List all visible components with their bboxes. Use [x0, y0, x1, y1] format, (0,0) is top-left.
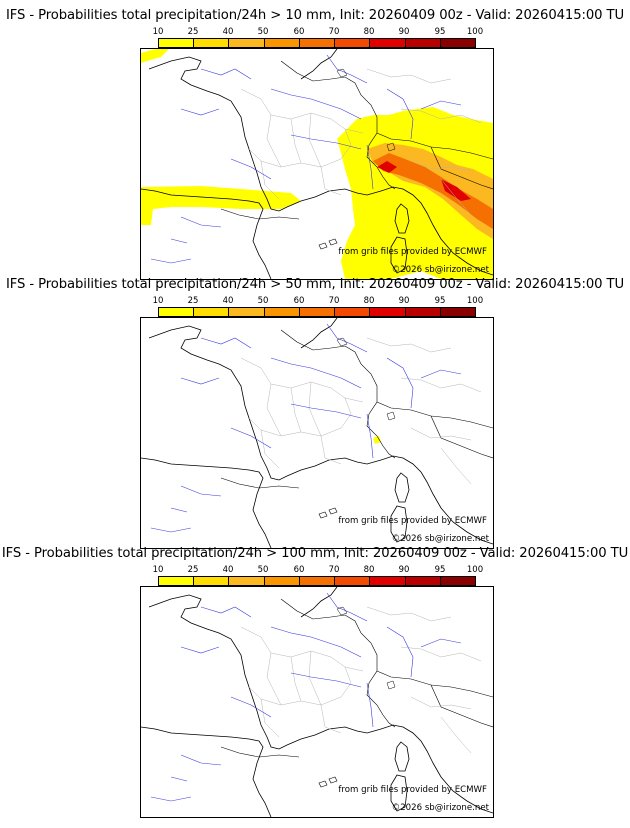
colorbar-label: 95 [434, 565, 446, 575]
colorbar-segment [335, 577, 371, 585]
colorbar-segment [264, 308, 300, 316]
colorbar-label: 60 [293, 565, 305, 575]
colorbar-segment [229, 308, 265, 316]
map-canvas [141, 49, 493, 279]
copyright-notice: ©2026 sb@irizone.net [391, 803, 489, 813]
colorbar-label: 95 [434, 27, 446, 37]
colorbar-segment [440, 577, 475, 585]
colorbar-labels: 10 25 40 50 60 70 80 90 95 100 [153, 27, 484, 37]
colorbar-label: 40 [222, 27, 234, 37]
colorbar-label: 40 [222, 565, 234, 575]
colorbar-label: 80 [363, 27, 375, 37]
colorbar-segment [229, 39, 265, 47]
forecast-panel-100mm: IFS - Probabilities total precipitation/… [0, 546, 630, 818]
colorbar-segment [194, 39, 230, 47]
colorbar-segment [335, 39, 371, 47]
colorbar-segment [440, 308, 475, 316]
colorbar [158, 38, 476, 48]
colorbar-label: 50 [257, 27, 269, 37]
colorbar-label: 80 [363, 296, 375, 306]
colorbar-label: 40 [222, 296, 234, 306]
colorbar [158, 576, 476, 586]
map-canvas [141, 587, 493, 817]
colorbar-label: 10 [152, 27, 164, 37]
colorbar-segment [194, 577, 230, 585]
colorbar-segment [194, 308, 230, 316]
colorbar-segment [370, 39, 406, 47]
colorbar-segment [370, 577, 406, 585]
precip-probability-shading [141, 49, 493, 279]
colorbar-label: 95 [434, 296, 446, 306]
colorbar-segment [264, 577, 300, 585]
colorbar [158, 307, 476, 317]
copyright-notice: ©2026 sb@irizone.net [391, 534, 489, 544]
probability-map: from grib files provided by ECMWF ©2026 … [140, 586, 494, 818]
colorbar-segment [299, 577, 336, 585]
colorbar-label: 100 [466, 565, 484, 575]
colorbar-segment [299, 39, 336, 47]
colorbar-label: 100 [466, 296, 484, 306]
colorbar-label: 60 [293, 27, 305, 37]
colorbar-label: 70 [328, 565, 340, 575]
panel-title: IFS - Probabilities total precipitation/… [5, 8, 625, 23]
colorbar-segment [370, 308, 406, 316]
colorbar-labels: 10 25 40 50 60 70 80 90 95 100 [153, 296, 484, 306]
map-canvas [141, 318, 493, 548]
data-credit: from grib files provided by ECMWF [338, 785, 487, 795]
forecast-panel-50mm: IFS - Probabilities total precipitation/… [0, 277, 630, 549]
colorbar-label: 50 [257, 565, 269, 575]
colorbar-segment [405, 308, 441, 316]
panel-title: IFS - Probabilities total precipitation/… [5, 277, 625, 292]
forecast-panel-10mm: IFS - Probabilities total precipitation/… [0, 8, 630, 280]
colorbar-label: 70 [328, 27, 340, 37]
colorbar-label: 50 [257, 296, 269, 306]
colorbar-label: 100 [466, 27, 484, 37]
colorbar-label: 90 [398, 27, 410, 37]
colorbar-label: 60 [293, 296, 305, 306]
colorbar-segment [405, 39, 441, 47]
data-credit: from grib files provided by ECMWF [338, 516, 487, 526]
colorbar-label: 80 [363, 565, 375, 575]
colorbar-label: 10 [152, 565, 164, 575]
colorbar-segment [335, 308, 371, 316]
colorbar-label: 90 [398, 565, 410, 575]
precip-probability-shading [373, 436, 381, 444]
colorbar-segment [440, 39, 475, 47]
data-credit: from grib files provided by ECMWF [338, 247, 487, 257]
colorbar-label: 25 [187, 296, 199, 306]
colorbar-segment [299, 308, 336, 316]
panel-title: IFS - Probabilities total precipitation/… [1, 546, 629, 561]
copyright-notice: ©2026 sb@irizone.net [391, 265, 489, 275]
probability-map: from grib files provided by ECMWF ©2026 … [140, 48, 494, 280]
colorbar-segment [405, 577, 441, 585]
colorbar-segment [159, 39, 195, 47]
colorbar-label: 10 [152, 296, 164, 306]
colorbar-segment [159, 577, 195, 585]
colorbar-segment [264, 39, 300, 47]
colorbar-label: 25 [187, 565, 199, 575]
probability-map: from grib files provided by ECMWF ©2026 … [140, 317, 494, 549]
colorbar-label: 70 [328, 296, 340, 306]
colorbar-label: 90 [398, 296, 410, 306]
colorbar-segment [229, 577, 265, 585]
colorbar-segment [159, 308, 195, 316]
colorbar-label: 25 [187, 27, 199, 37]
colorbar-labels: 10 25 40 50 60 70 80 90 95 100 [153, 565, 484, 575]
